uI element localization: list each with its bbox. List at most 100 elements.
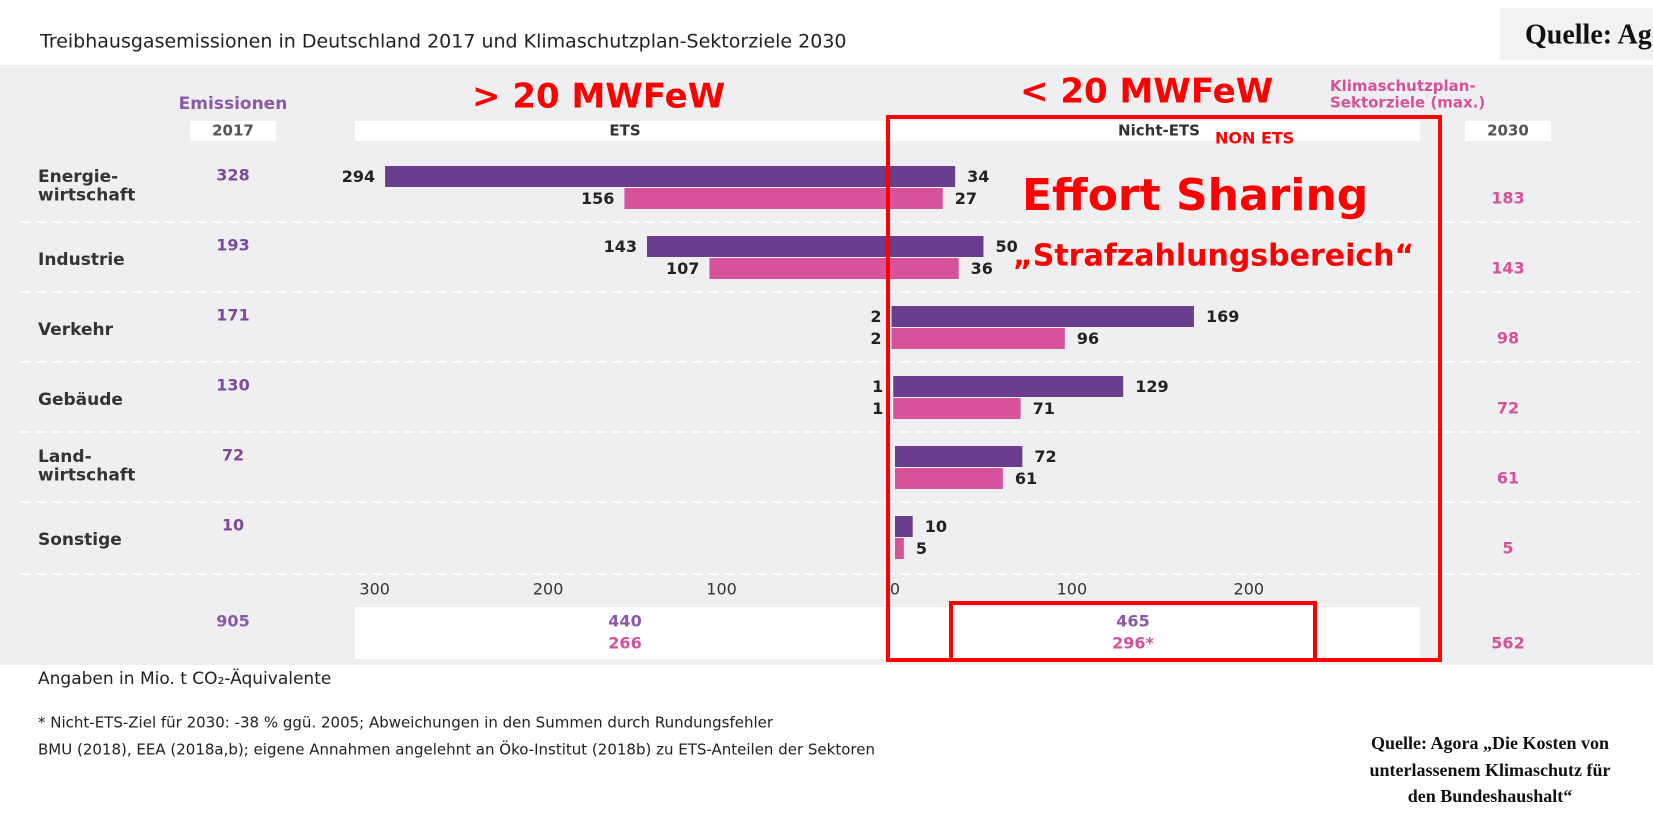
footnote: BMU (2018), EEA (2018a,b); eigene Annahm… — [38, 740, 875, 759]
footnote: * Nicht-ETS-Ziel für 2030: -38 % ggü. 20… — [38, 714, 774, 732]
total: 440 — [608, 612, 641, 631]
data-label: 2 — [870, 329, 881, 348]
emission-value: 10 — [222, 516, 244, 535]
bar — [895, 166, 956, 187]
emission-value: 130 — [216, 376, 249, 395]
data-label: 5 — [916, 539, 927, 558]
data-label: 156 — [581, 189, 614, 208]
data-label: 10 — [925, 517, 947, 536]
category-label: Gebäude — [38, 390, 123, 410]
totals-box — [895, 607, 1420, 659]
bar — [895, 538, 904, 559]
bar — [895, 236, 984, 257]
emission-value: 171 — [216, 306, 249, 325]
highlight-box — [949, 601, 1317, 662]
bar — [895, 258, 959, 279]
total: 465 — [1116, 612, 1149, 631]
bar — [895, 376, 1124, 397]
total: 905 — [216, 612, 249, 631]
header-box — [1465, 121, 1551, 141]
annotation: „Strafzahlungsbereich“ — [1013, 239, 1414, 274]
bar — [385, 166, 895, 187]
category-label: Sonstige — [38, 530, 122, 550]
target-value: 72 — [1497, 399, 1519, 418]
data-label: 1 — [872, 377, 883, 396]
bar — [895, 306, 1194, 327]
bar — [893, 376, 895, 397]
data-label: 50 — [995, 237, 1017, 256]
bar — [891, 328, 895, 349]
panel-header: Nicht-ETS — [1118, 122, 1200, 140]
column-year: 2017 — [212, 122, 254, 140]
annotation: NON ETS — [1215, 129, 1294, 148]
data-label: 61 — [1015, 469, 1037, 488]
total: 562 — [1491, 634, 1524, 653]
header-box — [190, 121, 276, 141]
data-label: 34 — [967, 167, 989, 186]
units-note: Angaben in Mio. t CO₂-Äquivalente — [38, 668, 331, 689]
emission-value: 72 — [222, 446, 244, 465]
data-label: 96 — [1077, 329, 1099, 348]
data-label: 72 — [1034, 447, 1056, 466]
source-note: Quelle: Agora „Die Kosten von — [1371, 733, 1609, 753]
category-label: Verkehr — [38, 320, 114, 340]
emission-value: 193 — [216, 236, 249, 255]
x-tick-label: 300 — [359, 580, 390, 599]
bar — [895, 328, 1065, 349]
emission-value: 328 — [216, 166, 249, 185]
data-label: 169 — [1206, 307, 1239, 326]
annotation: Effort Sharing — [1022, 170, 1368, 221]
data-label: 27 — [955, 189, 977, 208]
source-note: unterlassenem Klimaschutz für — [1370, 760, 1611, 780]
bar — [895, 516, 913, 537]
target-value: 98 — [1497, 329, 1519, 348]
bar — [893, 398, 895, 419]
bar — [895, 446, 1023, 467]
data-label: 2 — [870, 307, 881, 326]
data-label: 107 — [666, 259, 699, 278]
total: 266 — [608, 634, 641, 653]
chart-background — [0, 65, 1653, 665]
source-box — [1500, 8, 1653, 60]
bar — [895, 468, 1003, 489]
data-label: 1 — [872, 399, 883, 418]
annotation: > 20 MWFeW — [472, 77, 725, 117]
x-tick-label: 200 — [1234, 580, 1265, 599]
target-value: 183 — [1491, 189, 1524, 208]
bar — [895, 188, 943, 209]
data-label: 71 — [1033, 399, 1055, 418]
column-year: 2030 — [1487, 122, 1529, 140]
category-label: Land-wirtschaft — [38, 447, 135, 486]
category-label: Industrie — [38, 250, 125, 270]
header-box — [895, 121, 1420, 141]
x-tick-label: 200 — [533, 580, 564, 599]
source: Quelle: Agora — [1525, 19, 1653, 50]
category-label: Energie-wirtschaft — [38, 167, 135, 206]
x-tick-label: 0 — [890, 580, 900, 599]
x-tick-label: 100 — [706, 580, 737, 599]
x-tick-label: 100 — [1057, 580, 1088, 599]
bar — [646, 236, 895, 257]
column-label: Emissionen — [179, 94, 288, 114]
panel-header: ETS — [609, 122, 640, 140]
bar — [891, 306, 895, 327]
data-label: 36 — [971, 259, 993, 278]
data-label: 143 — [604, 237, 637, 256]
column-label: Klimaschutzplan-Sektorziele (max.) — [1330, 77, 1485, 112]
bar — [709, 258, 895, 279]
total: 296* — [1112, 634, 1154, 653]
header-box — [355, 121, 895, 141]
target-value: 143 — [1491, 259, 1524, 278]
bar — [895, 398, 1021, 419]
source-note: den Bundeshaushalt“ — [1408, 786, 1573, 806]
bar — [624, 188, 895, 209]
data-label: 129 — [1135, 377, 1168, 396]
totals-box — [355, 607, 895, 659]
annotation: < 20 MWFeW — [1020, 72, 1273, 112]
target-value: 5 — [1502, 539, 1513, 558]
marks: Energie-wirtschaft 328 183 294 34 156 27 Indust… — [20, 166, 1640, 599]
data-label: 294 — [342, 167, 375, 186]
target-value: 61 — [1497, 469, 1519, 488]
chart-title: Treibhausgasemissionen in Deutschland 20… — [39, 31, 847, 53]
